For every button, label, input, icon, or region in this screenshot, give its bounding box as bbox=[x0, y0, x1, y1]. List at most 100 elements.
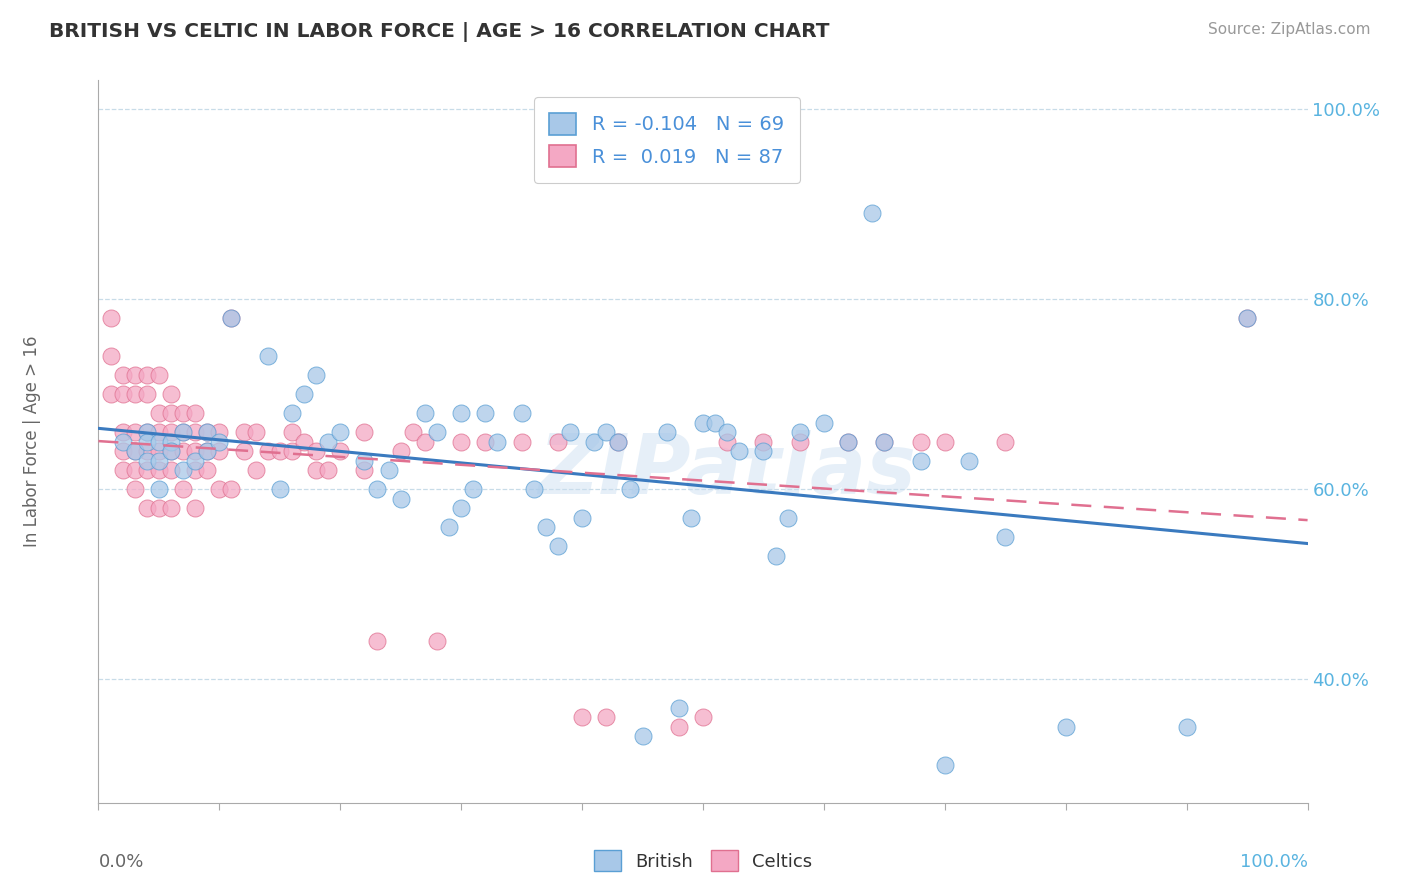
Text: 100.0%: 100.0% bbox=[1240, 854, 1308, 871]
Point bbox=[135, 387, 157, 401]
Point bbox=[111, 444, 134, 458]
Point bbox=[353, 463, 375, 477]
Point bbox=[752, 444, 775, 458]
Point bbox=[329, 444, 352, 458]
Point bbox=[668, 720, 690, 734]
Point bbox=[221, 482, 243, 496]
Point bbox=[450, 406, 472, 420]
Point bbox=[281, 406, 304, 420]
Point bbox=[184, 463, 207, 477]
Point bbox=[221, 310, 243, 325]
Point bbox=[595, 710, 617, 724]
Point bbox=[377, 463, 399, 477]
Point bbox=[148, 406, 170, 420]
Point bbox=[135, 444, 157, 458]
Point bbox=[269, 482, 291, 496]
Point bbox=[789, 434, 811, 449]
Point bbox=[172, 425, 194, 439]
Point bbox=[437, 520, 460, 534]
Point bbox=[1175, 720, 1198, 734]
Point bbox=[160, 444, 183, 458]
Point bbox=[534, 520, 557, 534]
Point bbox=[789, 425, 811, 439]
Point bbox=[281, 425, 304, 439]
Point bbox=[1054, 720, 1077, 734]
Point bbox=[148, 453, 170, 467]
Point bbox=[135, 425, 157, 439]
Point bbox=[450, 434, 472, 449]
Point bbox=[172, 425, 194, 439]
Point bbox=[160, 434, 183, 449]
Point bbox=[232, 444, 254, 458]
Text: Source: ZipAtlas.com: Source: ZipAtlas.com bbox=[1208, 22, 1371, 37]
Point bbox=[679, 510, 702, 524]
Point bbox=[148, 444, 170, 458]
Point bbox=[100, 387, 122, 401]
Point bbox=[752, 434, 775, 449]
Point bbox=[934, 757, 956, 772]
Point bbox=[873, 434, 896, 449]
Point bbox=[910, 453, 932, 467]
Point bbox=[366, 634, 388, 648]
Point bbox=[305, 444, 328, 458]
Point bbox=[100, 310, 122, 325]
Point bbox=[910, 434, 932, 449]
Point bbox=[292, 434, 315, 449]
Point bbox=[716, 425, 738, 439]
Point bbox=[111, 463, 134, 477]
Point bbox=[837, 434, 859, 449]
Point bbox=[583, 434, 606, 449]
Point bbox=[957, 453, 980, 467]
Point bbox=[184, 501, 207, 516]
Point bbox=[547, 539, 569, 553]
Point bbox=[208, 444, 231, 458]
Point bbox=[389, 444, 412, 458]
Point bbox=[172, 482, 194, 496]
Point bbox=[765, 549, 787, 563]
Point bbox=[124, 444, 146, 458]
Point bbox=[1236, 310, 1258, 325]
Point bbox=[776, 510, 799, 524]
Point bbox=[426, 425, 449, 439]
Point bbox=[413, 406, 436, 420]
Point bbox=[256, 444, 278, 458]
Point bbox=[160, 463, 183, 477]
Point bbox=[160, 444, 183, 458]
Point bbox=[124, 482, 146, 496]
Point bbox=[184, 425, 207, 439]
Point bbox=[571, 710, 593, 724]
Legend: R = -0.104   N = 69, R =  0.019   N = 87: R = -0.104 N = 69, R = 0.019 N = 87 bbox=[534, 97, 800, 183]
Point bbox=[160, 387, 183, 401]
Point bbox=[135, 425, 157, 439]
Point bbox=[135, 463, 157, 477]
Point bbox=[111, 387, 134, 401]
Point bbox=[607, 434, 630, 449]
Point bbox=[305, 368, 328, 382]
Point bbox=[184, 406, 207, 420]
Point bbox=[281, 444, 304, 458]
Point bbox=[256, 349, 278, 363]
Point bbox=[571, 510, 593, 524]
Point bbox=[607, 434, 630, 449]
Point bbox=[124, 444, 146, 458]
Point bbox=[474, 434, 496, 449]
Point bbox=[135, 453, 157, 467]
Point bbox=[148, 368, 170, 382]
Point bbox=[148, 501, 170, 516]
Point bbox=[292, 387, 315, 401]
Point bbox=[111, 368, 134, 382]
Point bbox=[860, 206, 883, 220]
Point bbox=[402, 425, 425, 439]
Point bbox=[135, 434, 157, 449]
Point bbox=[305, 463, 328, 477]
Point bbox=[595, 425, 617, 439]
Point bbox=[195, 444, 218, 458]
Point bbox=[716, 434, 738, 449]
Point bbox=[510, 434, 533, 449]
Point bbox=[450, 501, 472, 516]
Point bbox=[135, 368, 157, 382]
Point bbox=[245, 463, 267, 477]
Point bbox=[195, 425, 218, 439]
Point bbox=[463, 482, 485, 496]
Point bbox=[195, 444, 218, 458]
